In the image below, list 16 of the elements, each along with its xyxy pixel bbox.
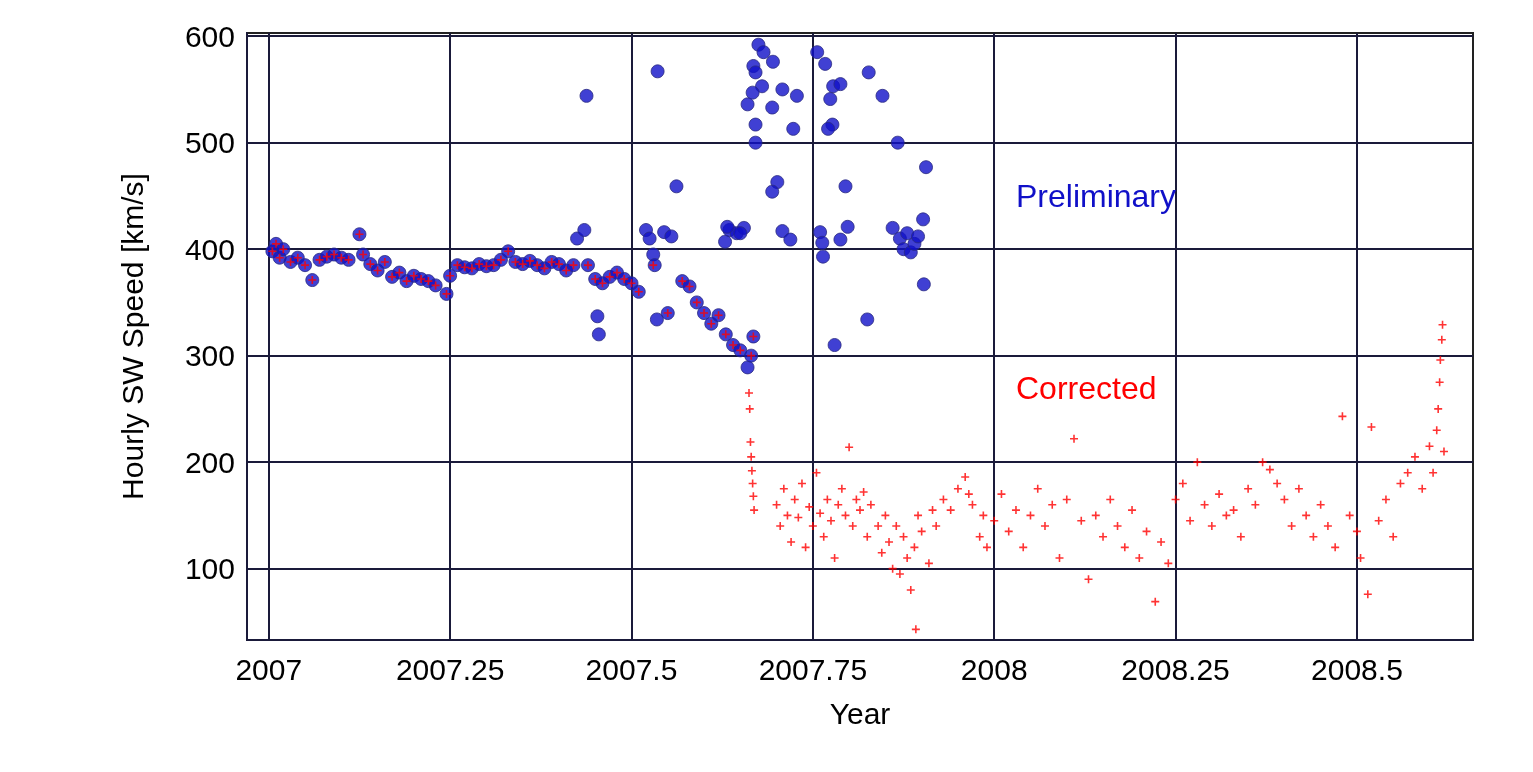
x-tick-label: 2008 bbox=[960, 652, 1028, 686]
x-tick-label: 2007 bbox=[235, 652, 303, 686]
y-tick-label: 500 bbox=[184, 126, 235, 160]
series-label: Corrected bbox=[1015, 369, 1157, 406]
x-tick-label: 2007.5 bbox=[585, 652, 678, 686]
x-axis-title: Year bbox=[829, 696, 891, 730]
x-tick-label: 2008.5 bbox=[1311, 652, 1403, 686]
y-tick-label: 600 bbox=[184, 19, 235, 53]
x-tick-label: 2008.25 bbox=[1121, 652, 1230, 686]
y-axis-title: Hourly SW Speed [km/s] bbox=[115, 173, 149, 500]
y-tick-label: 100 bbox=[184, 552, 235, 586]
y-tick-label: 200 bbox=[184, 445, 235, 479]
x-tick-label: 2007.25 bbox=[395, 652, 505, 686]
y-tick-label: 400 bbox=[184, 232, 235, 266]
y-tick-label: 300 bbox=[184, 339, 235, 373]
x-tick-label: 2007.75 bbox=[758, 652, 868, 686]
